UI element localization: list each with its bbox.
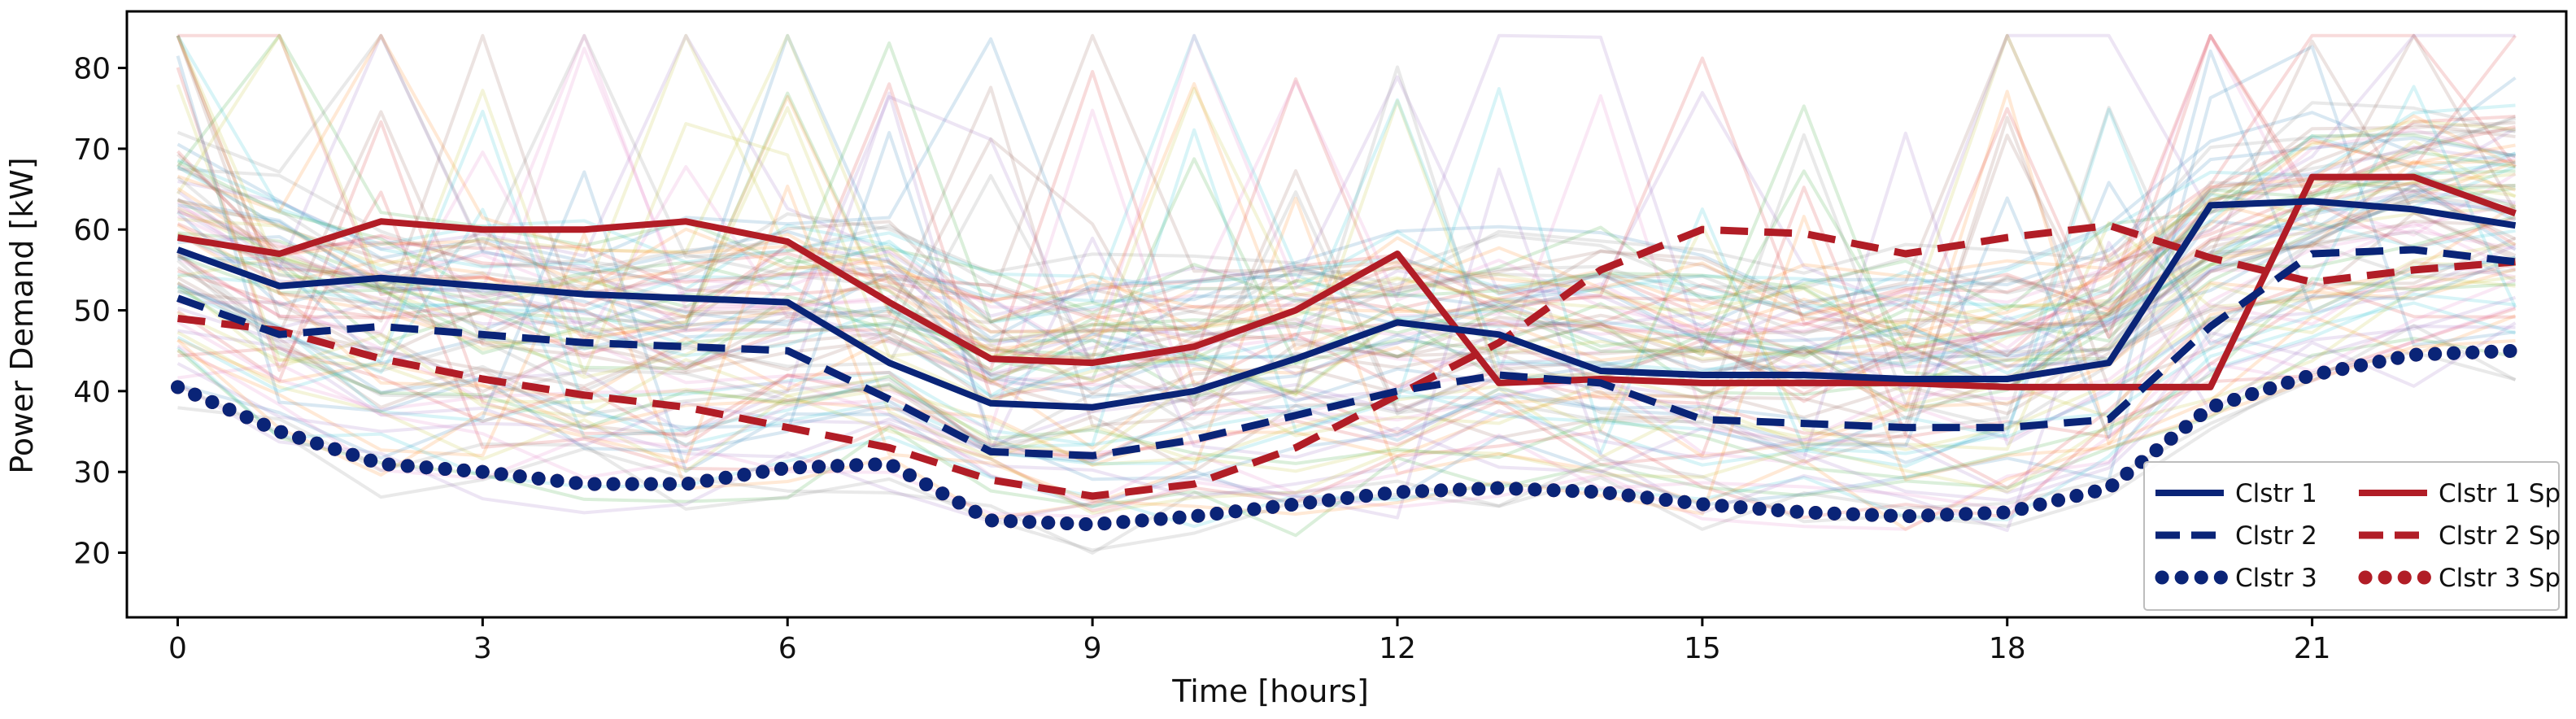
legend-label: Clstr 3 Sp [2439,564,2561,593]
background-profile [177,39,2517,427]
y-axis: 20 30 40 50 60 70 80 [73,53,127,571]
background-profile [177,221,2516,473]
background-profile [177,236,2517,503]
background-profile [177,91,2516,396]
legend-label: Clstr 1 Sp [2439,479,2561,508]
y-tick-label: 60 [73,214,111,247]
x-tick-label: 21 [2294,632,2331,665]
y-tick-label: 50 [73,295,111,329]
x-tick-label: 9 [1083,632,1102,665]
background-profile [177,33,2517,333]
background-profile [177,107,2516,455]
y-tick-label: 30 [73,456,111,490]
cluster-series [171,173,2522,532]
background-profile [177,194,2516,399]
legend-label: Clstr 3 [2235,564,2317,593]
background-profile [177,160,2517,369]
y-tick-label: 40 [73,376,111,409]
background-profile [177,33,2517,403]
legend-label: Clstr 2 Sp [2439,521,2561,551]
background-profile [177,95,2516,402]
legend-box [2143,461,2560,611]
background-profile [177,242,2516,457]
background-profile [177,351,2517,555]
x-tick-label: 15 [1684,632,1721,665]
background-profile [177,33,2516,364]
background-profile [177,325,2516,499]
x-tick-label: 6 [778,632,797,665]
background-profile [177,91,2517,460]
x-axis: 0 3 6 9 12 15 18 21 [168,617,2331,665]
background-profile [177,99,2516,402]
background-profile [177,46,2517,389]
series-line-clstr-2 [176,246,2517,460]
background-profile [177,215,2517,412]
background-profile [177,161,2516,325]
background-profile [177,120,2516,463]
background-profile [177,168,2517,371]
background-profile [177,70,2517,396]
background-profile [177,33,2516,384]
background-profile [177,278,2517,512]
background-profile [177,33,2516,333]
background-profile [176,34,2516,308]
background-profile [177,127,2517,355]
background-profile [177,143,2516,324]
x-tick-label: 18 [1989,632,2026,665]
series-line-clstr-1 [177,198,2517,411]
y-tick-label: 70 [73,133,111,167]
series-line-clstr-2-sp [177,221,2516,500]
series-line-clstr-3 [171,343,2522,532]
background-profile [177,183,2517,403]
background-profile [176,33,2516,360]
background-profile [177,168,2517,533]
background-profile [177,33,2517,330]
y-axis-label: Power Demand [kW] [4,157,40,473]
x-axis-label: Time [hours] [1171,673,1369,709]
background-profile [177,98,2516,399]
legend-label: Clstr 2 [2235,521,2317,551]
background-profile [177,37,2517,304]
background-profile [177,33,2517,360]
series-line-clstr-1-sp [177,173,2517,390]
background-profile [177,140,2516,351]
legend-label: Clstr 1 [2235,479,2317,508]
plot-frame [125,10,2568,619]
background-profile [176,49,2516,482]
background-profile [176,33,2516,315]
background-profile [177,33,2516,318]
background-profile [177,196,2517,531]
background-profile [177,277,2516,480]
background-profile [177,275,2516,515]
x-tick-label: 3 [473,632,492,665]
background-profile [177,80,2517,350]
background-profile [177,33,2516,344]
background-profile [177,33,2516,329]
y-tick-label: 80 [73,53,111,86]
background-profile [177,176,2516,373]
y-tick-label: 20 [73,538,111,571]
background-profile [177,33,2516,321]
background-profile [177,169,2517,399]
background-profile [177,85,2516,428]
background-profile [177,108,2516,442]
background-profile [177,184,2516,516]
x-tick-label: 12 [1379,632,1416,665]
background-profile [177,33,2517,377]
background-profile [176,67,2517,520]
background-profile [176,84,2516,463]
background-profile [177,33,2516,318]
background-profile [177,89,2517,467]
background-profile [176,35,2517,450]
legend: Clstr 1 Clstr 1 Sp Clstr 2 Clstr 2 Sp Clstr … [2143,461,2561,611]
background-profile [176,35,2517,420]
x-tick-label: 0 [168,632,187,665]
background-profile [177,129,2516,287]
background-profile [177,33,2517,327]
background-profile [177,106,2516,451]
background-profile [177,41,2516,349]
